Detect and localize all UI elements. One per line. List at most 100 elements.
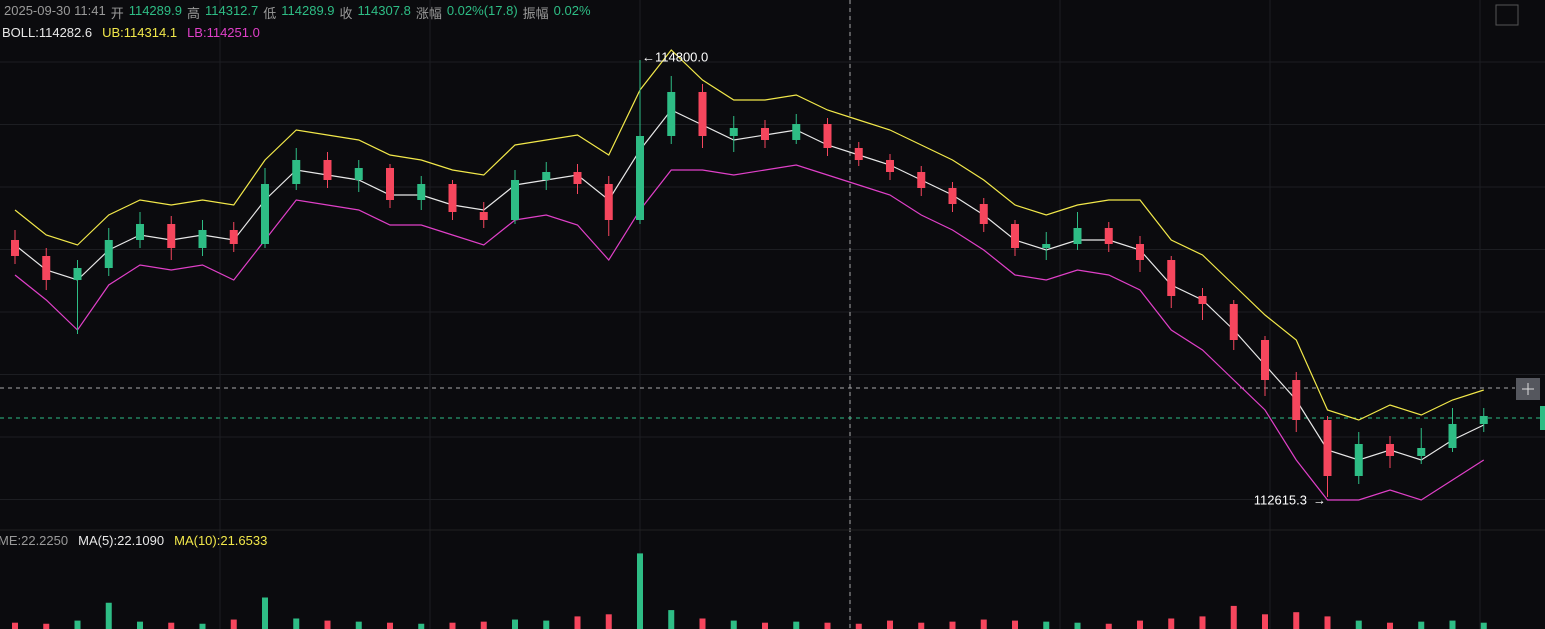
ma5: MA(5):22.1090 — [78, 533, 165, 548]
volume-bar — [449, 622, 456, 629]
volume-bar — [168, 622, 175, 629]
candle-body — [1104, 228, 1113, 244]
candle-body — [917, 172, 926, 188]
plus-icon — [1522, 383, 1534, 395]
candle-body — [636, 136, 644, 220]
boll-lb — [14, 164, 1485, 501]
volume-bar — [793, 621, 800, 629]
candle-body — [761, 128, 769, 140]
candle-body — [11, 240, 19, 256]
candle-body — [886, 160, 894, 172]
value: 114289.9 — [128, 3, 182, 18]
volume-bar — [699, 618, 706, 629]
volume-bar — [1324, 616, 1331, 629]
volume-bar — [43, 623, 50, 629]
volume-bar — [1199, 616, 1206, 629]
candle-body — [261, 184, 269, 244]
volume-bar — [762, 622, 768, 629]
value: 0.02% — [553, 3, 591, 18]
candle-body — [1354, 444, 1363, 476]
candle-body — [1198, 296, 1207, 304]
volume-bar — [105, 602, 112, 629]
value: 114312.7 — [204, 3, 259, 18]
high-annotation: 114800.0 — [655, 49, 708, 64]
volume-bar — [1480, 622, 1487, 629]
candle-body — [979, 204, 988, 224]
candle-body — [511, 180, 519, 220]
boll-lb: LB:114251.0 — [187, 25, 260, 40]
arrow: ← — [642, 49, 655, 64]
ma10: MA(10):21.6533 — [174, 533, 268, 548]
label: 振幅 — [522, 6, 549, 21]
volume-bar — [137, 621, 143, 629]
volume-bar — [1262, 614, 1268, 629]
volume-bar — [1012, 620, 1018, 629]
value: 114289.9 — [281, 3, 335, 18]
volume-bar — [355, 621, 362, 629]
arrow: → — [1313, 492, 1326, 507]
candle-body — [1417, 448, 1426, 456]
boll-ub — [14, 49, 1484, 421]
candle-body — [448, 184, 457, 212]
volume-bar — [1293, 612, 1300, 629]
volume-bar — [1355, 620, 1362, 629]
candle-body — [292, 160, 301, 184]
label: 低 — [263, 6, 277, 21]
volume-bar — [418, 623, 425, 629]
candle-body — [1011, 224, 1019, 248]
candle-body — [42, 256, 51, 280]
volume-bar — [887, 620, 893, 629]
candle-body — [417, 184, 426, 200]
candle-body — [823, 124, 832, 148]
candle-body — [1261, 340, 1269, 380]
volume-bar — [387, 622, 393, 629]
candle-body — [698, 92, 707, 136]
fullscreen-icon[interactable] — [1495, 4, 1519, 26]
boll-header: BOLL:114282.6 UB:114314.1 LB:114251.0 — [2, 25, 260, 40]
volume-bar — [1418, 621, 1425, 629]
candle-body — [854, 148, 863, 160]
boll-mid: BOLL:114282.6 — [2, 25, 93, 40]
candle-body — [573, 172, 582, 184]
price-tag — [1540, 406, 1545, 430]
candle-body — [104, 240, 113, 268]
label: 收 — [339, 6, 353, 21]
label: 涨幅 — [415, 6, 442, 21]
volume-bar — [980, 619, 987, 629]
candle-body — [1323, 420, 1332, 476]
candle-body — [1042, 244, 1051, 248]
volume-bar — [293, 618, 300, 629]
volume-bar — [1230, 605, 1237, 629]
volume-bar — [1168, 618, 1175, 629]
volume-bar — [12, 622, 18, 629]
ohlc-header: 2025-09-30 11:41 开 114289.9 高 114312.7 低 11… — [4, 3, 591, 22]
boll-mid — [14, 109, 1485, 461]
candle-body — [1073, 228, 1082, 244]
candle-body — [136, 224, 144, 240]
candle-body — [354, 168, 363, 180]
value: 114307.8 — [357, 3, 411, 18]
candle-body — [73, 268, 82, 280]
candle-body — [479, 212, 488, 220]
candle-body — [948, 188, 957, 204]
candle-body — [198, 230, 207, 248]
candle-body — [1386, 444, 1394, 456]
value: 0.02%(17.8) — [446, 3, 518, 18]
volume-bar — [1449, 620, 1456, 629]
candle-body — [542, 172, 551, 180]
candle-body — [1479, 416, 1488, 424]
volume-bar — [855, 623, 862, 629]
volume-bar — [949, 621, 956, 629]
volume-header: ME:22.2250 MA(5):22.1090 MA(10):21.6533 — [0, 533, 267, 548]
volume-bar — [605, 614, 612, 629]
volume-bar — [668, 610, 675, 629]
candle-body — [1136, 244, 1144, 260]
time: 2025-09-30 11:41 — [4, 3, 106, 18]
candle-body — [1167, 260, 1176, 296]
candle-body — [386, 168, 394, 200]
volume-bar — [1074, 622, 1081, 629]
candle-body — [229, 230, 238, 244]
volume-bar — [230, 619, 237, 629]
